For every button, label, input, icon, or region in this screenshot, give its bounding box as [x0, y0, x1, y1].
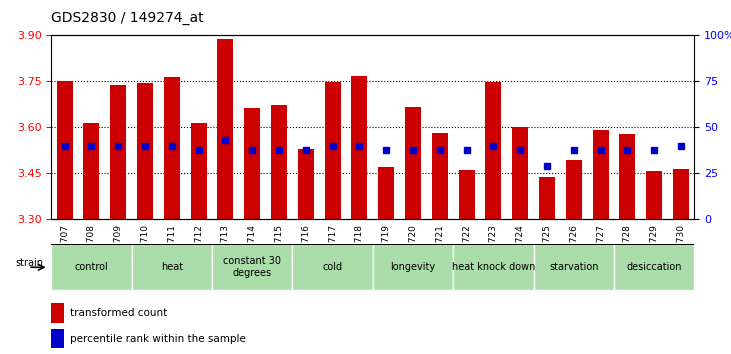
Text: percentile rank within the sample: percentile rank within the sample — [70, 334, 246, 344]
Bar — [217, 39, 233, 219]
Text: heat knock down: heat knock down — [452, 262, 535, 272]
Bar — [298, 149, 314, 219]
Bar — [51, 329, 64, 348]
Bar — [646, 171, 662, 219]
FancyBboxPatch shape — [614, 244, 694, 290]
Text: GDS2830 / 149274_at: GDS2830 / 149274_at — [51, 11, 204, 25]
Bar — [512, 127, 529, 219]
Bar — [485, 82, 501, 219]
Bar — [325, 82, 341, 219]
Text: cold: cold — [322, 262, 343, 272]
Bar — [432, 133, 448, 219]
Text: longevity: longevity — [390, 262, 436, 272]
Text: control: control — [75, 262, 108, 272]
Text: desiccation: desiccation — [626, 262, 682, 272]
Bar — [458, 170, 474, 219]
Bar — [56, 81, 72, 219]
Bar — [83, 123, 99, 219]
Text: strain: strain — [15, 258, 43, 268]
FancyBboxPatch shape — [453, 244, 534, 290]
Bar — [405, 107, 421, 219]
FancyBboxPatch shape — [212, 244, 292, 290]
FancyBboxPatch shape — [534, 244, 614, 290]
Text: heat: heat — [161, 262, 183, 272]
Bar — [566, 160, 582, 219]
FancyBboxPatch shape — [373, 244, 453, 290]
Bar — [673, 170, 689, 219]
Bar — [539, 177, 555, 219]
Bar — [378, 167, 394, 219]
Bar — [137, 83, 153, 219]
Bar — [164, 77, 180, 219]
Bar — [51, 303, 64, 323]
FancyBboxPatch shape — [292, 244, 373, 290]
Text: transformed count: transformed count — [70, 308, 167, 318]
Text: starvation: starvation — [549, 262, 599, 272]
Bar — [593, 130, 609, 219]
Bar — [191, 123, 207, 219]
FancyBboxPatch shape — [51, 244, 132, 290]
Bar — [110, 85, 126, 219]
FancyBboxPatch shape — [132, 244, 212, 290]
Text: constant 30
degrees: constant 30 degrees — [223, 256, 281, 278]
Bar — [619, 135, 635, 219]
Bar — [352, 76, 368, 219]
Bar — [271, 105, 287, 219]
Bar — [244, 108, 260, 219]
